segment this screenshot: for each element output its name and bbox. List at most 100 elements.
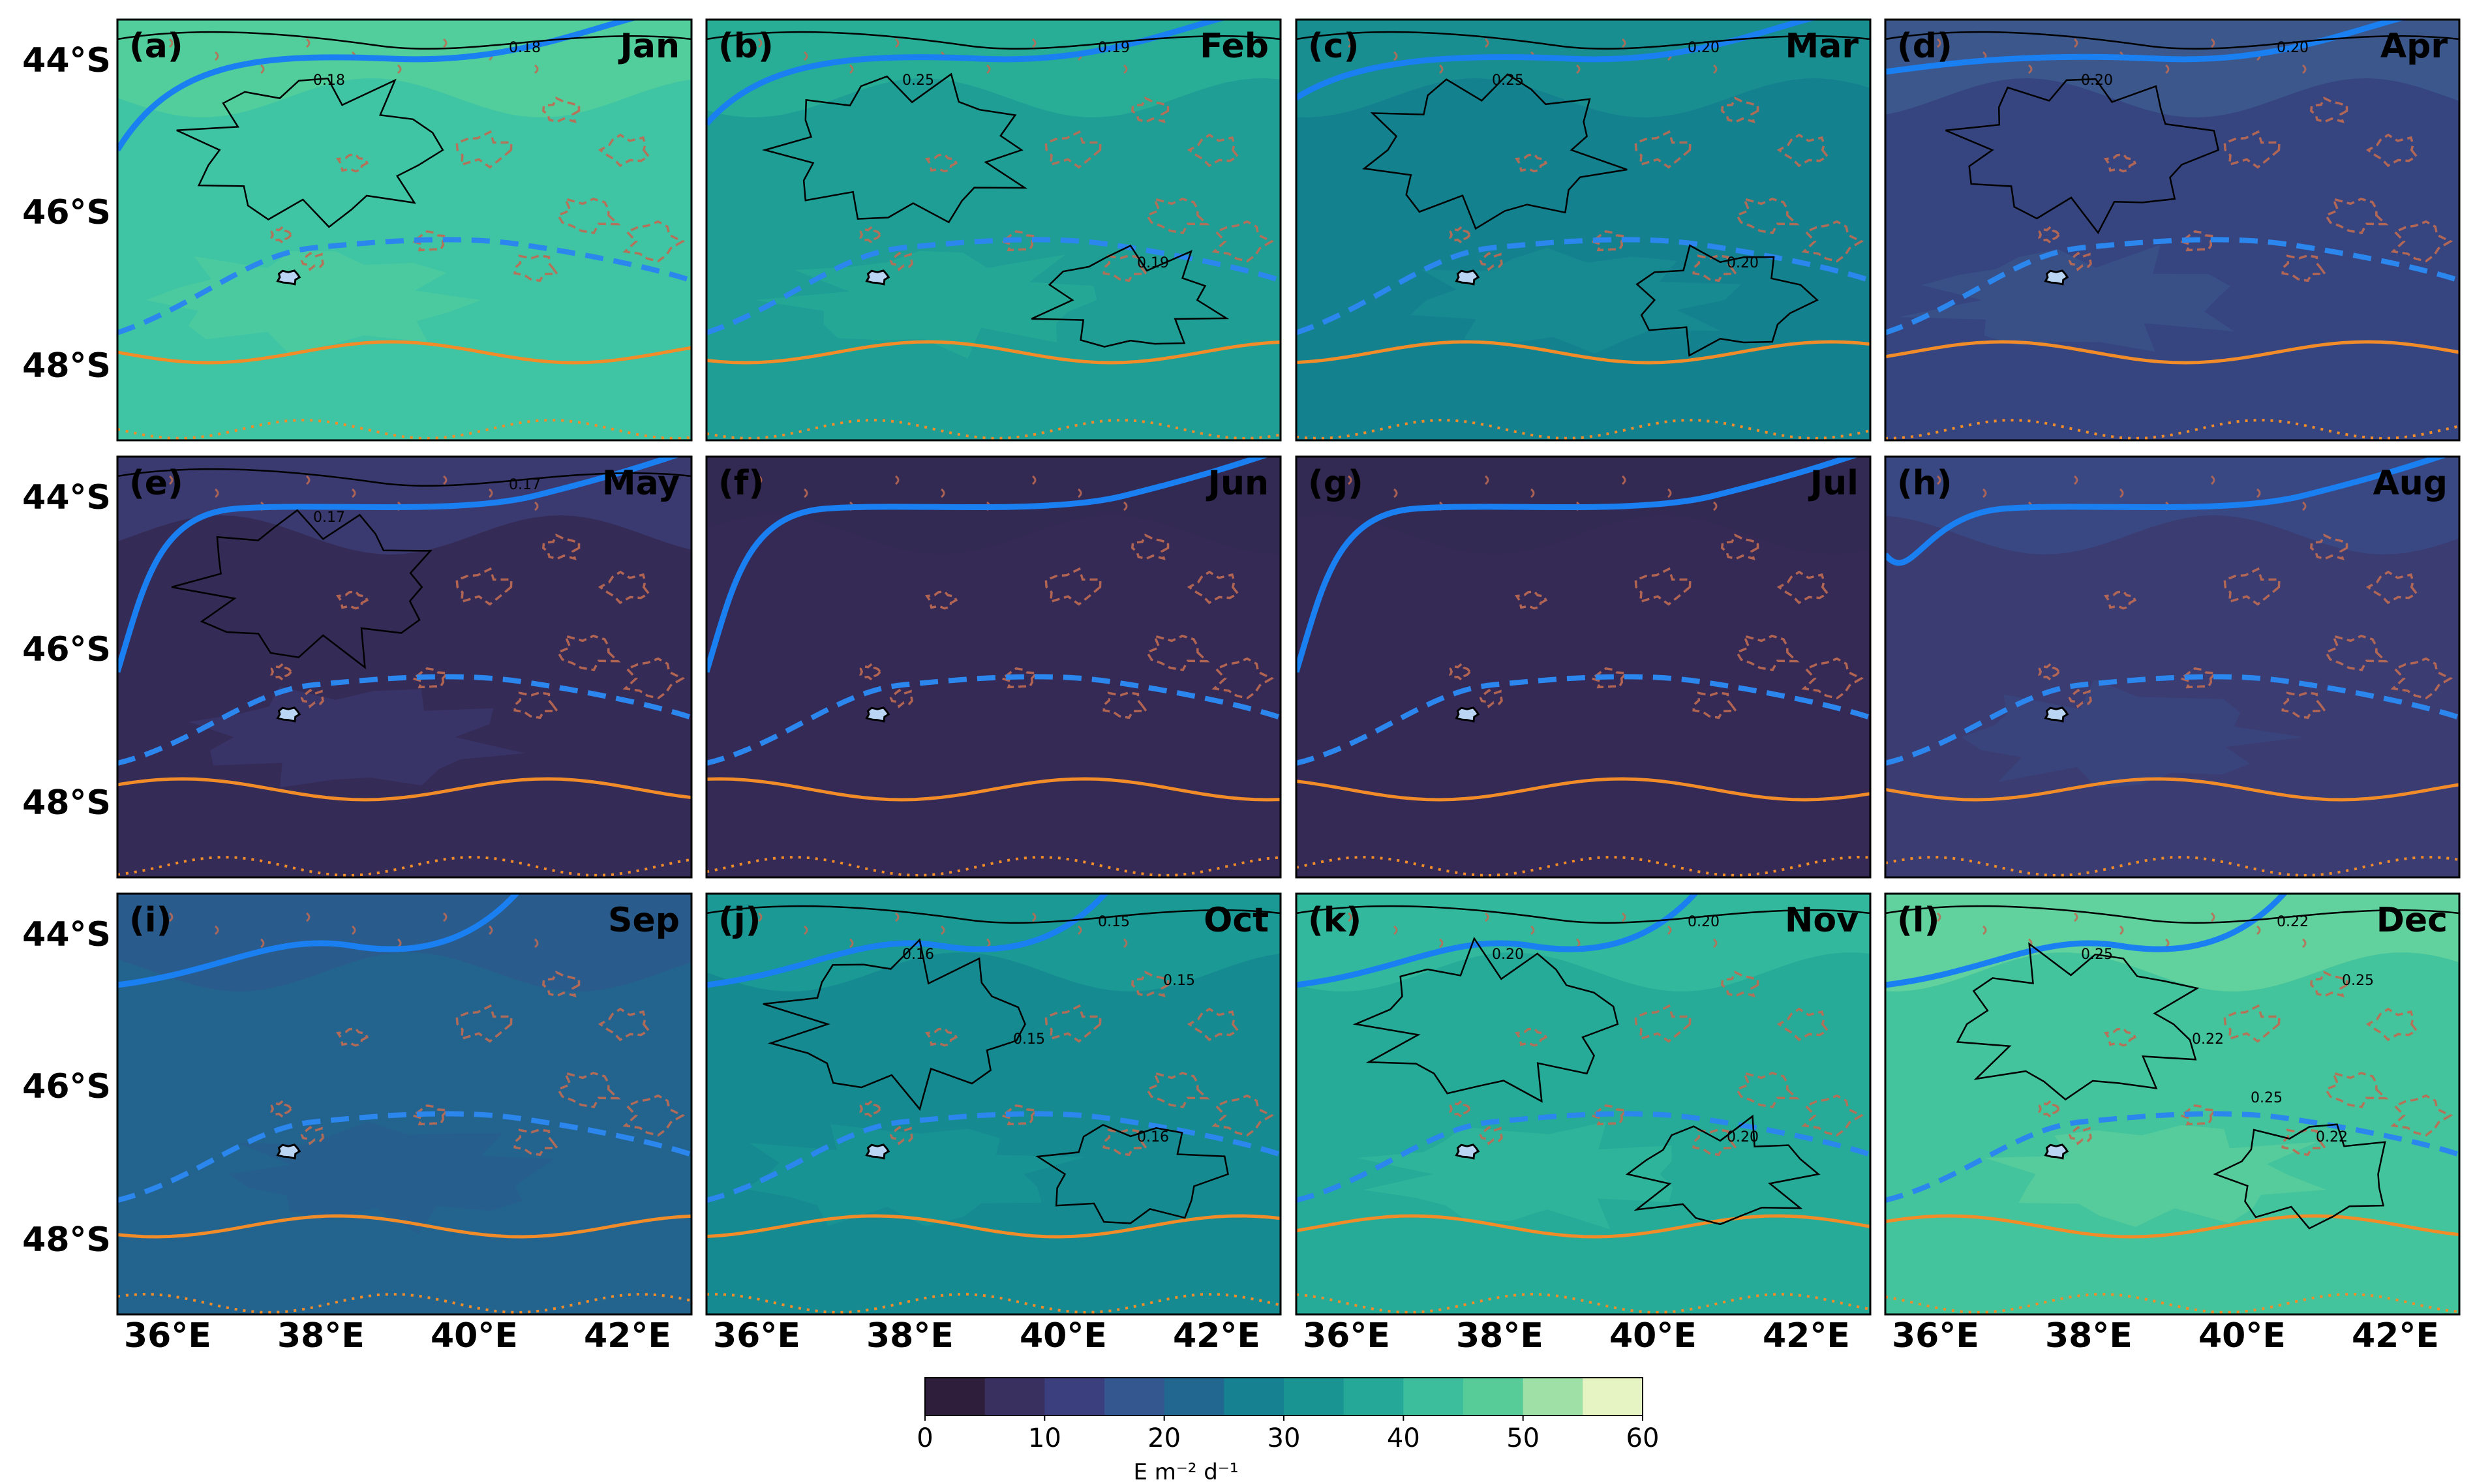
map-panel-aug: (h) Aug — [1884, 455, 2461, 879]
month-label: Jul — [1808, 464, 1859, 503]
contour-label: 0.18 — [509, 40, 541, 56]
panel-label: (a) — [129, 27, 183, 66]
chlorophyll-contours: 0.16 0.15 0.16 0.15 0.15 — [706, 905, 1281, 1224]
longitude-tick-label: 38°E — [1456, 1316, 1543, 1355]
panel-label: (i) — [129, 901, 172, 940]
map-panel-may: 0.17 0.17 (e) May — [116, 455, 693, 879]
orange-dotted-contour — [706, 1293, 1281, 1314]
island-marker — [276, 1143, 301, 1160]
productivity-patch — [744, 1124, 1085, 1227]
contour-label: 0.17 — [509, 477, 541, 493]
subantarctic-front-line — [1296, 20, 1817, 100]
month-label: Jun — [1206, 464, 1269, 503]
orange-dotted-contour — [1885, 1293, 2459, 1314]
panel-label: (f) — [718, 464, 764, 503]
orange-front-line — [706, 340, 1281, 365]
latitude-tick-label: 44°S — [22, 41, 111, 80]
orange-front-line — [706, 1214, 1281, 1239]
longitude-tick-label: 40°E — [1020, 1316, 1107, 1355]
contour-label: 0.16 — [902, 946, 934, 963]
latitude-tick-label: 46°S — [22, 630, 111, 669]
longitude-tick-label: 40°E — [431, 1316, 518, 1355]
bathymetry-contours — [1937, 38, 2453, 282]
panel-label: (e) — [129, 464, 183, 503]
subantarctic-front-line — [1296, 894, 1699, 988]
bathymetry-contours — [758, 475, 1275, 719]
map-panel-jul: (g) Jul — [1295, 455, 1872, 879]
panel-frame — [705, 455, 1282, 879]
map-panel-oct: 0.16 0.15 0.16 0.15 0.15 (j) Oct — [705, 892, 1282, 1316]
month-label: Dec — [2376, 901, 2448, 940]
panel-frame — [116, 18, 693, 442]
colorbar-swatch — [1044, 1378, 1105, 1416]
panel-label: (b) — [718, 27, 774, 66]
panel-frame — [1295, 455, 1872, 879]
polar-front-dashed-line — [706, 674, 1281, 766]
bathymetry-contours — [169, 38, 686, 282]
orange-dotted-contour — [706, 856, 1281, 877]
subantarctic-front-line — [117, 894, 521, 988]
latitude-tick-label: 46°S — [22, 1067, 111, 1106]
contour-label: 0.18 — [313, 72, 345, 89]
colorbar: 0 10 20 30 40 50 60 E m⁻² d⁻¹ — [917, 1377, 1659, 1484]
panel-label: (h) — [1897, 464, 1952, 503]
orange-front-line — [706, 777, 1281, 802]
orange-front-line — [1296, 777, 1870, 802]
contour-label: 0.20 — [1492, 946, 1524, 963]
panel-label: (d) — [1897, 27, 1952, 66]
map-panel-mar: 0.25 0.20 0.20 (c) Mar — [1295, 18, 1872, 442]
orange-dotted-contour — [706, 419, 1281, 440]
contour-label: 0.20 — [2081, 72, 2113, 89]
contour-label: 0.16 — [1137, 1129, 1169, 1145]
longitude-tick-label: 40°E — [2198, 1316, 2286, 1355]
orange-front-line — [1296, 340, 1870, 365]
polar-front-dashed-line — [1885, 674, 2459, 766]
latitude-tick-label: 44°S — [22, 915, 111, 954]
productivity-patch — [189, 686, 526, 788]
month-label: May — [602, 464, 680, 503]
island-marker — [276, 706, 301, 723]
panel-frame — [1884, 18, 2461, 442]
panel-frame — [1295, 18, 1872, 442]
chlorophyll-contours: 0.25 0.22 0.22 0.22 0.25 0.25 — [1885, 905, 2459, 1230]
longitude-tick-label: 36°E — [713, 1316, 800, 1355]
panel-label: (l) — [1897, 901, 1939, 940]
colorbar-tick-label: 30 — [1268, 1423, 1301, 1453]
island-marker — [865, 269, 890, 286]
colorbar-swatch — [1224, 1378, 1284, 1416]
panel-label: (j) — [718, 901, 761, 940]
colorbar-tick-label: 50 — [1506, 1423, 1540, 1453]
orange-front-line — [117, 1214, 691, 1239]
subantarctic-front-line — [706, 20, 1228, 126]
month-label: Sep — [608, 901, 680, 940]
productivity-band — [1296, 894, 1870, 992]
latitude-tick-label: 48°S — [22, 783, 111, 823]
bathymetry-contours — [169, 475, 686, 719]
polar-front-dashed-line — [117, 674, 691, 766]
polar-front-dashed-line — [1885, 1111, 2459, 1203]
longitude-tick-label: 38°E — [2045, 1316, 2133, 1355]
orange-dotted-contour — [1296, 1292, 1870, 1314]
polar-front-dashed-line — [706, 1111, 1281, 1203]
productivity-patch — [1961, 679, 2304, 789]
panel-label: (k) — [1308, 901, 1361, 940]
colorbar-swatch — [1523, 1378, 1583, 1416]
subantarctic-front-line — [117, 457, 682, 673]
orange-front-line — [1885, 340, 2459, 365]
productivity-patch — [1898, 245, 2235, 352]
polar-front-dashed-line — [1296, 674, 1870, 766]
subantarctic-front-line — [1885, 894, 2288, 988]
colorbar-swatch — [1104, 1378, 1165, 1416]
contour-label: 0.15 — [1098, 914, 1130, 930]
longitude-tick-label: 36°E — [124, 1316, 211, 1355]
orange-dotted-contour — [117, 855, 691, 877]
panel-frame — [705, 892, 1282, 1316]
subantarctic-front-line — [1885, 457, 2450, 566]
island-marker — [865, 1143, 890, 1160]
island-marker — [2044, 1143, 2069, 1160]
chlorophyll-contours: 0.25 0.19 0.19 — [706, 31, 1281, 348]
month-label: Mar — [1785, 27, 1859, 66]
panel-frame — [116, 455, 693, 879]
map-panel-dec: 0.25 0.22 0.22 0.22 0.25 0.25 (l) Dec — [1884, 892, 2461, 1316]
